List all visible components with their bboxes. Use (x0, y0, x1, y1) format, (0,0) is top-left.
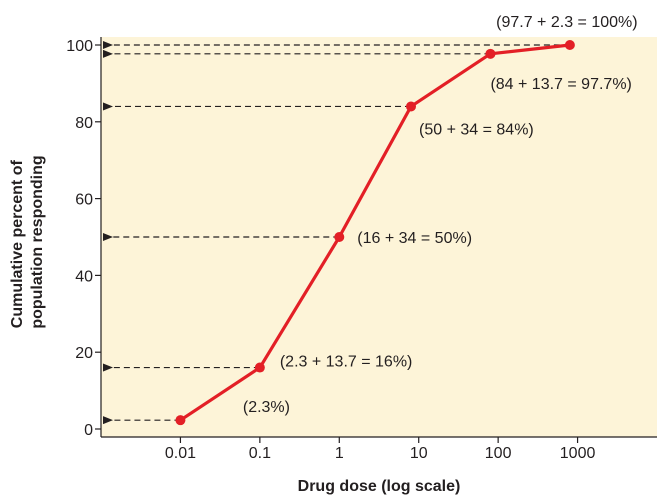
y-axis-title-line-1: Cumulative percent of (9, 160, 26, 329)
data-point (565, 40, 575, 50)
point-annotation: (2.3 + 13.7 = 16%) (280, 354, 413, 371)
y-tick-label: 20 (75, 345, 93, 362)
data-point (406, 101, 416, 111)
y-axis-ticks: 0 20 40 60 80 100 (66, 38, 101, 439)
point-annotation: (84 + 13.7 = 97.7%) (490, 76, 631, 93)
x-tick-label: 100 (485, 445, 512, 462)
y-tick-label: 60 (75, 192, 93, 209)
x-axis-title: Drug dose (log scale) (298, 478, 461, 495)
y-tick-label: 80 (75, 115, 93, 132)
y-axis-title-line-2: population responding (29, 155, 46, 328)
y-tick-label: 40 (75, 268, 93, 285)
x-axis-ticks: 0.01 0.1 1 10 100 1000 (165, 437, 596, 462)
point-annotation: (50 + 34 = 84%) (419, 121, 534, 138)
point-annotation: (2.3%) (243, 399, 290, 416)
data-point (175, 415, 185, 425)
point-annotation: (16 + 34 = 50%) (357, 230, 472, 247)
x-tick-label: 1000 (560, 445, 596, 462)
svg-text:Cumulative percent of popu: Cumulative percent of population respond… (9, 155, 46, 328)
data-point (485, 49, 495, 59)
y-tick-label: 100 (66, 38, 93, 55)
data-point (255, 363, 265, 373)
point-annotation: (97.7 + 2.3 = 100%) (496, 14, 637, 31)
y-tick-label: 0 (84, 422, 93, 439)
x-tick-label: 0.01 (165, 445, 196, 462)
x-tick-label: 1 (335, 445, 344, 462)
data-point (334, 232, 344, 242)
x-tick-label: 0.1 (249, 445, 271, 462)
x-tick-label: 10 (410, 445, 428, 462)
